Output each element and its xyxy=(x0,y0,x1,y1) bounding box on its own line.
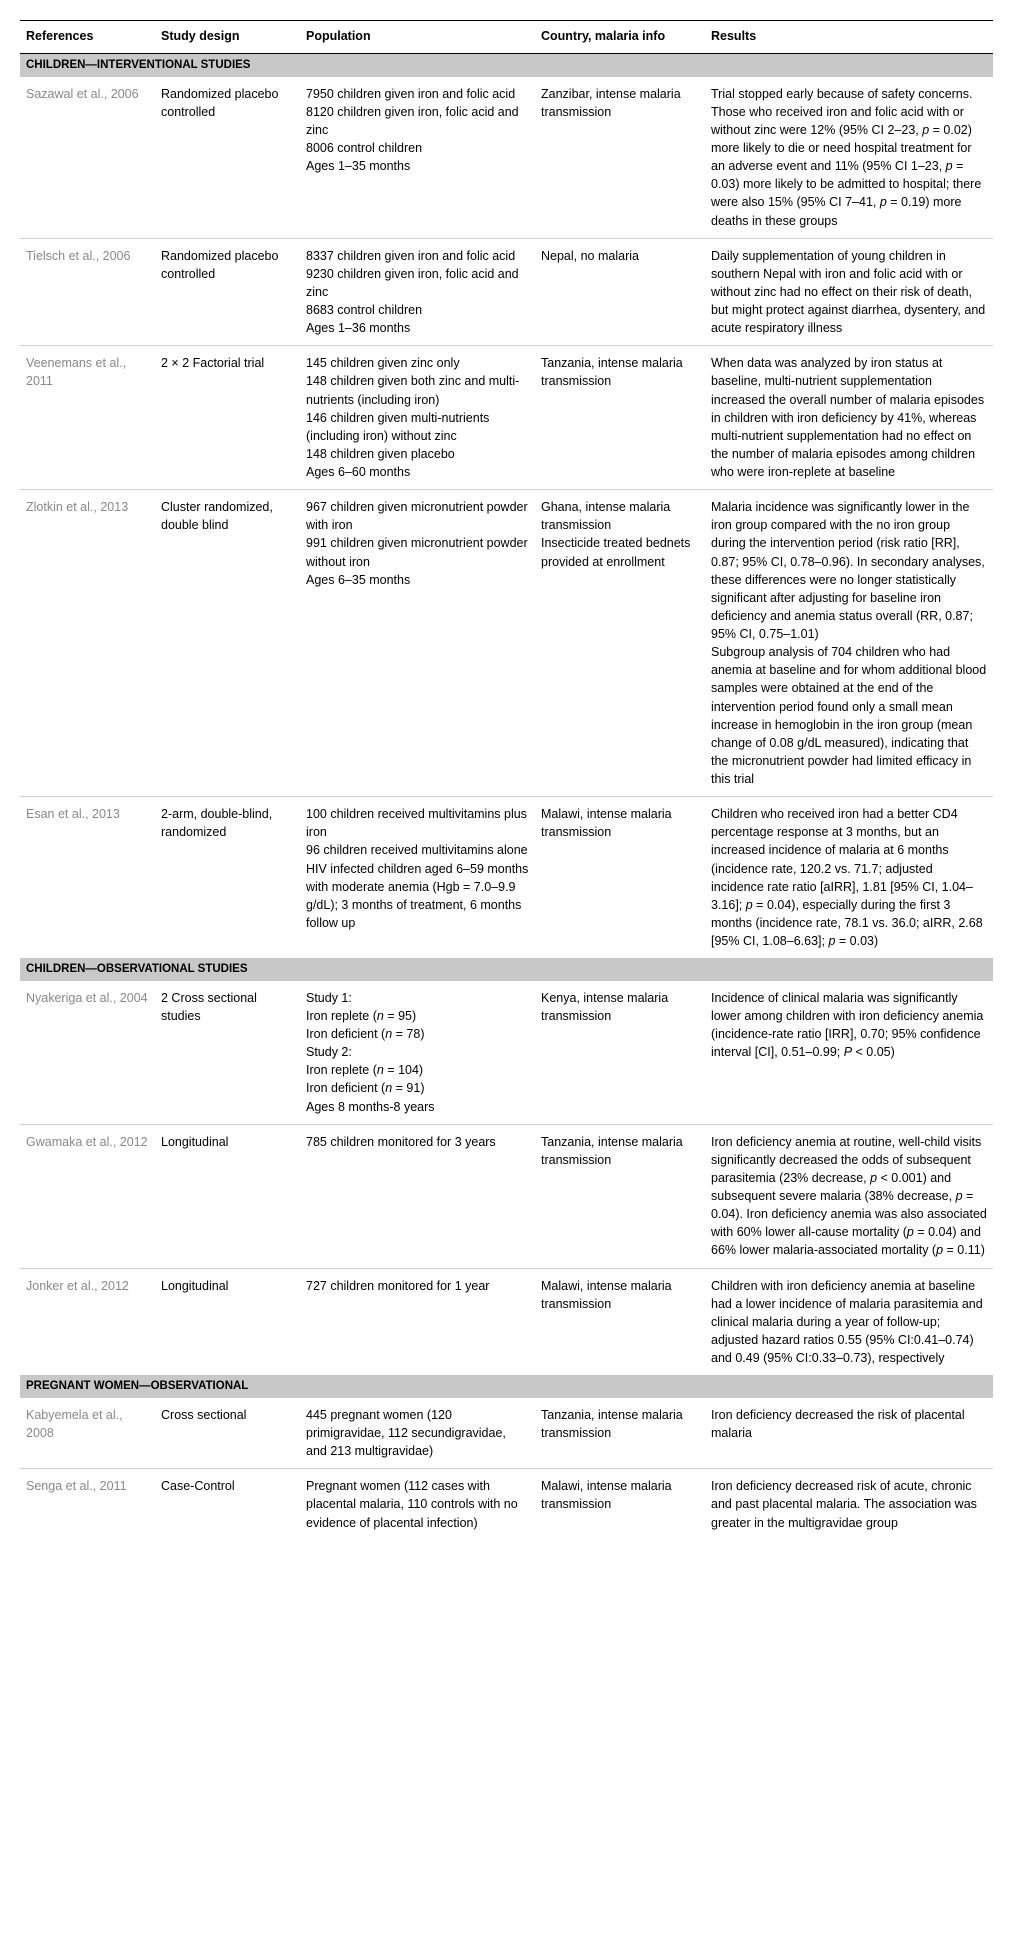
table-row: Gwamaka et al., 2012Longitudinal785 chil… xyxy=(20,1124,993,1268)
design-cell: Longitudinal xyxy=(155,1268,300,1375)
table-row: Kabyemela et al., 2008Cross sectional445… xyxy=(20,1398,993,1469)
population-cell: 7950 children given iron and folic acid8… xyxy=(300,77,535,239)
population-cell: Pregnant women (112 cases with placental… xyxy=(300,1469,535,1540)
table-row: Zlotkin et al., 2013Cluster randomized, … xyxy=(20,490,993,797)
reference-cell: Veenemans et al., 2011 xyxy=(20,346,155,490)
results-cell: Iron deficiency decreased risk of acute,… xyxy=(705,1469,993,1540)
results-cell: Incidence of clinical malaria was signif… xyxy=(705,981,993,1124)
study-table: References Study design Population Count… xyxy=(20,20,993,1540)
table-row: Senga et al., 2011Case-ControlPregnant w… xyxy=(20,1469,993,1540)
population-cell: 727 children monitored for 1 year xyxy=(300,1268,535,1375)
population-cell: 785 children monitored for 3 years xyxy=(300,1124,535,1268)
country-cell: Tanzania, intense malaria transmission xyxy=(535,1398,705,1469)
population-cell: Study 1:Iron replete (n = 95)Iron defici… xyxy=(300,981,535,1124)
design-cell: Cluster randomized, double blind xyxy=(155,490,300,797)
col-references: References xyxy=(20,21,155,54)
results-cell: When data was analyzed by iron status at… xyxy=(705,346,993,490)
reference-cell: Nyakeriga et al., 2004 xyxy=(20,981,155,1124)
results-cell: Daily supplementation of young children … xyxy=(705,238,993,346)
population-cell: 8337 children given iron and folic acid9… xyxy=(300,238,535,346)
population-cell: 145 children given zinc only148 children… xyxy=(300,346,535,490)
country-cell: Kenya, intense malaria transmission xyxy=(535,981,705,1124)
table-row: Jonker et al., 2012Longitudinal727 child… xyxy=(20,1268,993,1375)
reference-cell: Jonker et al., 2012 xyxy=(20,1268,155,1375)
country-cell: Zanzibar, intense malaria transmission xyxy=(535,77,705,239)
results-cell: Malaria incidence was significantly lowe… xyxy=(705,490,993,797)
country-cell: Malawi, intense malaria transmission xyxy=(535,797,705,959)
col-study-design: Study design xyxy=(155,21,300,54)
reference-cell: Senga et al., 2011 xyxy=(20,1469,155,1540)
population-cell: 100 children received multivitamins plus… xyxy=(300,797,535,959)
table-row: Sazawal et al., 2006Randomized placebo c… xyxy=(20,77,993,239)
reference-cell: Esan et al., 2013 xyxy=(20,797,155,959)
country-cell: Nepal, no malaria xyxy=(535,238,705,346)
country-cell: Malawi, intense malaria transmission xyxy=(535,1469,705,1540)
reference-cell: Zlotkin et al., 2013 xyxy=(20,490,155,797)
reference-cell: Sazawal et al., 2006 xyxy=(20,77,155,239)
results-cell: Trial stopped early because of safety co… xyxy=(705,77,993,239)
section-title: CHILDREN—INTERVENTIONAL STUDIES xyxy=(20,54,993,77)
population-cell: 445 pregnant women (120 primigravidae, 1… xyxy=(300,1398,535,1469)
design-cell: Randomized placebo controlled xyxy=(155,238,300,346)
table-row: Tielsch et al., 2006Randomized placebo c… xyxy=(20,238,993,346)
design-cell: 2 × 2 Factorial trial xyxy=(155,346,300,490)
results-cell: Iron deficiency anemia at routine, well-… xyxy=(705,1124,993,1268)
design-cell: 2-arm, double-blind, randomized xyxy=(155,797,300,959)
table-row: Veenemans et al., 20112 × 2 Factorial tr… xyxy=(20,346,993,490)
section-header: CHILDREN—INTERVENTIONAL STUDIES xyxy=(20,54,993,77)
col-country: Country, malaria info xyxy=(535,21,705,54)
reference-cell: Gwamaka et al., 2012 xyxy=(20,1124,155,1268)
results-cell: Iron deficiency decreased the risk of pl… xyxy=(705,1398,993,1469)
population-cell: 967 children given micronutrient powder … xyxy=(300,490,535,797)
section-header: CHILDREN—OBSERVATIONAL STUDIES xyxy=(20,958,993,981)
table-row: Nyakeriga et al., 20042 Cross sectional … xyxy=(20,981,993,1124)
table-row: Esan et al., 20132-arm, double-blind, ra… xyxy=(20,797,993,959)
reference-cell: Kabyemela et al., 2008 xyxy=(20,1398,155,1469)
reference-cell: Tielsch et al., 2006 xyxy=(20,238,155,346)
results-cell: Children who received iron had a better … xyxy=(705,797,993,959)
design-cell: Longitudinal xyxy=(155,1124,300,1268)
design-cell: Randomized placebo controlled xyxy=(155,77,300,239)
country-cell: Malawi, intense malaria transmission xyxy=(535,1268,705,1375)
col-population: Population xyxy=(300,21,535,54)
design-cell: 2 Cross sectional studies xyxy=(155,981,300,1124)
col-results: Results xyxy=(705,21,993,54)
table-header-row: References Study design Population Count… xyxy=(20,21,993,54)
section-title: CHILDREN—OBSERVATIONAL STUDIES xyxy=(20,958,993,981)
design-cell: Cross sectional xyxy=(155,1398,300,1469)
country-cell: Ghana, intense malaria transmissionInsec… xyxy=(535,490,705,797)
design-cell: Case-Control xyxy=(155,1469,300,1540)
country-cell: Tanzania, intense malaria transmission xyxy=(535,346,705,490)
country-cell: Tanzania, intense malaria transmission xyxy=(535,1124,705,1268)
results-cell: Children with iron deficiency anemia at … xyxy=(705,1268,993,1375)
section-title: PREGNANT WOMEN—OBSERVATIONAL xyxy=(20,1375,993,1398)
section-header: PREGNANT WOMEN—OBSERVATIONAL xyxy=(20,1375,993,1398)
